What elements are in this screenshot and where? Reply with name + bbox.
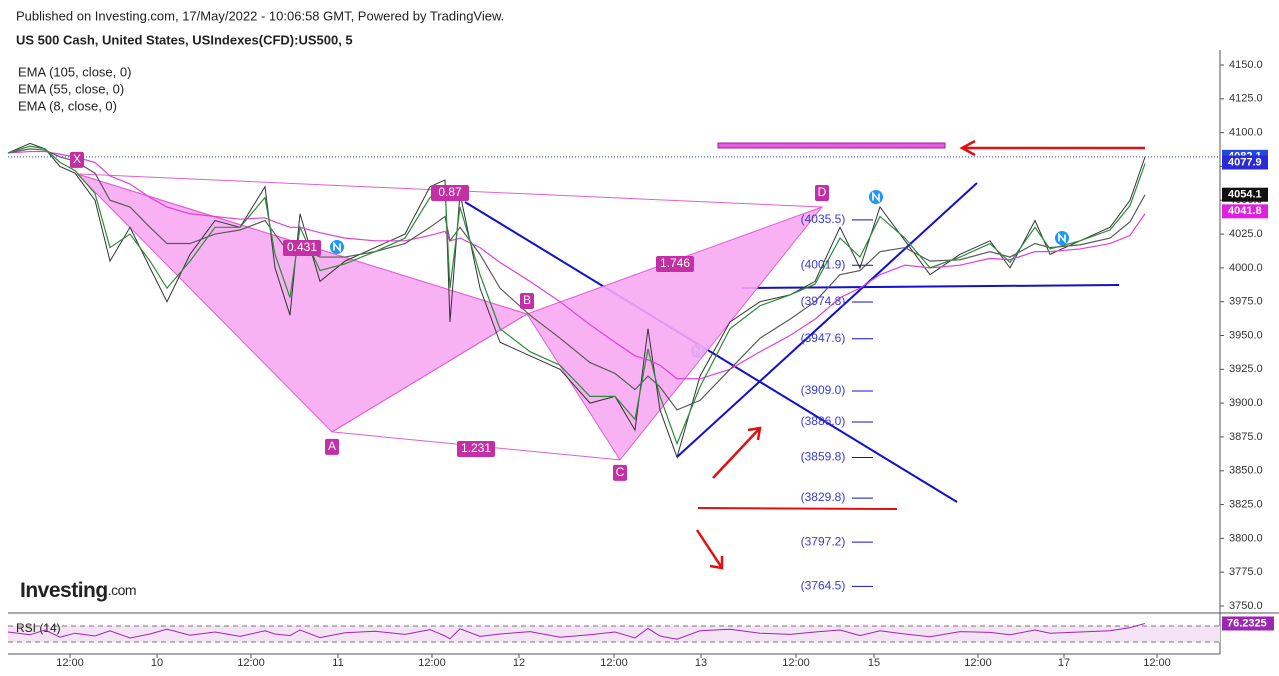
fib-label: (3764.5) [801,579,846,593]
arrow [695,529,724,570]
x-tick-label: 12:00 [1143,657,1171,669]
rsi-line [7,623,1146,640]
y-tick-label: 3850.0 [1229,465,1263,477]
news-marker [1055,231,1069,245]
legend-entry: EMA (8, close, 0) [18,98,117,113]
x-tick-label: 15 [868,657,880,669]
x-tick-label: 12:00 [237,657,265,669]
price-tag [1222,187,1268,202]
pattern-label-box [520,292,534,309]
arrow [959,139,1145,157]
x-tick-label: 12:00 [782,657,810,669]
fib-label: (3859.8) [801,450,846,464]
pattern-label: X [73,152,81,166]
ratio-box [431,185,469,201]
ratio-label: 0.431 [287,240,317,254]
price-tag-label: 4077.9 [1228,156,1262,168]
legend-entry: EMA (55, close, 0) [18,81,124,96]
pattern-label-box [613,464,627,481]
y-tick-label: 4025.0 [1229,228,1263,240]
y-tick-label: 3750.0 [1229,600,1263,612]
target-zone [717,142,946,149]
fib-label: (3947.6) [801,331,846,345]
ema-line [7,150,1146,380]
logo: Investing.com [20,579,136,602]
fib-label: (3886.0) [801,414,846,428]
title: US 500 Cash, United States, USIndexes(CF… [16,32,353,47]
news-marker [330,240,344,254]
y-tick-label: 4150.0 [1229,59,1263,71]
y-tick-label: 3825.0 [1229,498,1263,510]
fib-label: (3974.8) [801,294,846,308]
fib-label: (4035.5) [801,212,846,226]
pattern-line [331,313,528,433]
price-line [7,142,1146,459]
trend-line [464,201,958,503]
y-tick-label: 3975.0 [1229,296,1263,308]
y-tick-label: 3900.0 [1229,397,1263,409]
y-tick-label: 3875.0 [1229,431,1263,443]
pattern-label-box [325,438,339,455]
x-tick-label: 13 [695,657,707,669]
pattern-label: B [523,293,531,307]
trend-line [676,182,978,458]
y-tick-label: 3775.0 [1229,566,1263,578]
rsi-tag [1222,616,1274,631]
x-tick-label: 11 [332,657,343,669]
x-tick-label: 12:00 [56,657,84,669]
fib-label: (3797.2) [801,534,846,548]
ema-line [7,145,1146,446]
pattern-label-box [815,185,829,202]
y-tick-label: 4125.0 [1229,93,1263,105]
price-tag [1222,204,1268,219]
pattern-label: C [616,465,625,479]
ratio-label: 1.746 [660,256,690,270]
y-tick-label: 3925.0 [1229,363,1263,375]
fib-label: (4001.9) [801,257,846,271]
x-tick-label: 12:00 [418,657,446,669]
ratio-box [457,441,495,457]
news-marker [869,190,883,204]
x-tick-label: 17 [1058,657,1070,669]
x-tick-label: 12:00 [600,657,628,669]
support-line [741,284,1120,289]
x-tick-label: 12:00 [964,657,992,669]
ratio-box [656,256,694,272]
rsi-tag-label: 76.2325 [1227,617,1267,629]
y-tick-label: 3950.0 [1229,329,1263,341]
drawings [464,139,1145,570]
ratio-box [283,240,321,256]
rsi-label: RSI (14) [16,621,61,635]
subtitle: Published on Investing.com, 17/May/2022 … [16,8,504,23]
price-tag-label: 4041.8 [1228,205,1262,217]
rsi-band [8,626,1220,642]
fib-label: (3829.8) [801,490,846,504]
price-tag-label: 4054.1 [1228,189,1262,201]
ratio-label: 1.231 [461,441,491,455]
x-tick-label: 10 [151,657,163,669]
y-tick-label: 3800.0 [1229,532,1263,544]
pattern-label-box [70,151,84,168]
logo-brand: Investing [20,579,108,602]
legend-entry: EMA (105, close, 0) [18,64,131,79]
fib-label: (3909.0) [801,383,846,397]
y-tick-label: 4100.0 [1229,127,1263,139]
pattern-bcd [526,205,824,461]
arrow [712,426,762,479]
x-tick-label: 12 [513,657,525,669]
pattern-label: D [818,185,827,199]
ema-line [7,148,1146,411]
y-tick-label: 4000.0 [1229,262,1263,274]
price-tag [1222,155,1268,170]
logo-suffix: .com [108,582,136,598]
red-line [697,507,898,510]
ratio-label: 0.87 [438,185,462,199]
pattern-label: A [328,439,336,453]
